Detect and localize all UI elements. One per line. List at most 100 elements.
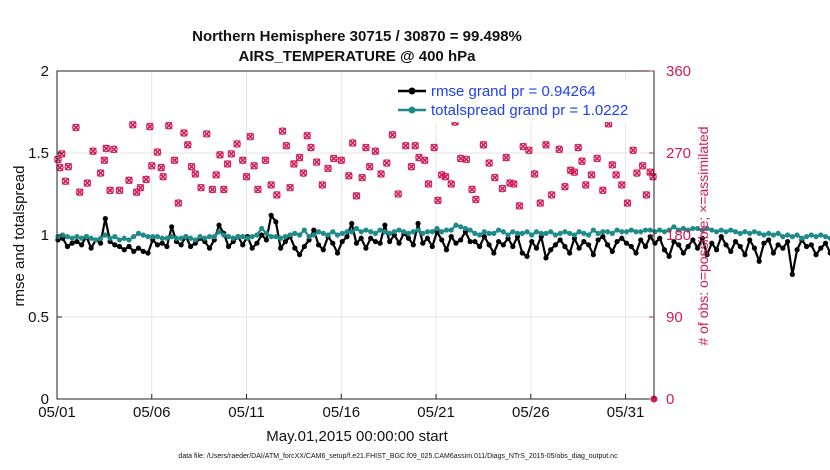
series-1-point-54 bbox=[311, 232, 317, 238]
series-1-point-78 bbox=[424, 229, 431, 235]
obs-possible-marker bbox=[219, 185, 228, 194]
obs-count-point-88 bbox=[472, 195, 480, 204]
obs-possible-marker bbox=[638, 161, 647, 170]
series-1-point-124 bbox=[642, 227, 649, 233]
series-0-point-159 bbox=[808, 242, 814, 248]
obs-count-point-44 bbox=[250, 161, 258, 170]
series-0-point-111 bbox=[581, 238, 587, 245]
series-0-point-77 bbox=[420, 240, 426, 246]
series-1-point-82 bbox=[443, 227, 450, 233]
y-right-tick-label-0: 0 bbox=[666, 391, 674, 408]
obs-count-point-123 bbox=[649, 172, 657, 181]
obs-possible-marker bbox=[227, 150, 236, 158]
series-1-point-49 bbox=[287, 232, 293, 238]
series-0-point-131 bbox=[676, 242, 682, 248]
series-1-point-147 bbox=[751, 229, 758, 235]
obs-count-point-47 bbox=[267, 181, 275, 189]
y-axis-left: 0 0.5 1 1.5 2 bbox=[28, 63, 62, 408]
series-1-point-145 bbox=[742, 229, 748, 235]
obs-possible-marker bbox=[437, 171, 446, 179]
series-1-point-120 bbox=[623, 229, 630, 235]
obs-count-point-45 bbox=[254, 185, 262, 194]
series-0-point-13 bbox=[116, 243, 123, 250]
series-0-point-127 bbox=[657, 235, 663, 241]
obs-assimilated-stroke-b bbox=[407, 162, 416, 171]
obs-possible-marker bbox=[278, 127, 287, 135]
series-1-point-44 bbox=[263, 230, 270, 236]
series-0-point-32 bbox=[206, 245, 213, 251]
series-1-point-74 bbox=[405, 230, 412, 236]
series-0-point-47 bbox=[278, 245, 284, 251]
obs-possible-marker bbox=[430, 143, 438, 152]
series-0-point-150 bbox=[766, 237, 772, 243]
obs-count-point-22 bbox=[153, 148, 162, 156]
series-0-point-48 bbox=[282, 238, 288, 245]
series-1-point-89 bbox=[477, 232, 483, 238]
series-0-point-89 bbox=[477, 243, 483, 250]
obs-assimilated-stroke-b bbox=[187, 162, 196, 171]
obs-assimilated-stroke-b bbox=[102, 144, 111, 153]
obs-assimilated-stroke-b bbox=[561, 182, 569, 191]
series-1-point-102 bbox=[538, 230, 544, 236]
obs-possible-marker bbox=[441, 172, 450, 181]
obs-count-point-83 bbox=[447, 180, 456, 188]
obs-assimilated-stroke-b bbox=[515, 202, 524, 210]
obs-assimilated-stroke-b bbox=[299, 169, 308, 177]
series-1-point-32 bbox=[206, 234, 213, 240]
series-1-point-69 bbox=[382, 229, 388, 235]
obs-possible-marker bbox=[411, 141, 420, 150]
obs-count-point-38 bbox=[223, 160, 232, 168]
obs-count-point-43 bbox=[246, 132, 255, 141]
obs-possible-marker bbox=[299, 169, 308, 177]
series-1-point-91 bbox=[486, 230, 492, 236]
obs-count-point-66 bbox=[362, 143, 370, 152]
obs-count-point-37 bbox=[219, 185, 228, 194]
obs-possible-marker bbox=[202, 130, 211, 138]
series-1-point-98 bbox=[519, 230, 525, 236]
obs-count-point-15 bbox=[125, 176, 133, 185]
obs-count-point-95 bbox=[509, 180, 518, 188]
obs-possible-marker bbox=[468, 185, 476, 194]
obs-possible-marker bbox=[617, 181, 626, 189]
series-1-point-35 bbox=[221, 232, 227, 238]
series-0-point-129 bbox=[666, 253, 672, 259]
obs-assimilated-stroke-b bbox=[434, 196, 442, 205]
series-1-point-134 bbox=[690, 225, 696, 232]
obs-count-point-21 bbox=[147, 161, 156, 170]
obs-count-point-41 bbox=[238, 156, 247, 165]
obs-count-point-68 bbox=[371, 147, 380, 155]
obs-assimilated-stroke-b bbox=[286, 183, 294, 192]
series-1-point-142 bbox=[728, 227, 734, 233]
series-1-point-131 bbox=[676, 227, 682, 233]
obs-count-point-12 bbox=[106, 186, 114, 195]
obs-count-point-110 bbox=[587, 171, 596, 179]
obs-possible-marker bbox=[581, 181, 590, 189]
series-1-point-153 bbox=[780, 234, 786, 240]
obs-possible-marker bbox=[608, 161, 617, 169]
obs-count-point-35 bbox=[212, 171, 221, 179]
series-1-point-148 bbox=[756, 230, 762, 236]
series-0-point-59 bbox=[334, 250, 341, 256]
obs-count-point-2 bbox=[57, 150, 66, 158]
series-1-point-4 bbox=[74, 234, 80, 240]
obs-count-point-119 bbox=[633, 169, 641, 177]
obs-count-point-4 bbox=[64, 162, 73, 171]
series-1-point-17 bbox=[135, 230, 142, 236]
obs-assimilated-stroke-b bbox=[242, 172, 251, 181]
obs-count-point-29 bbox=[183, 141, 192, 149]
obs-count-point-20 bbox=[146, 122, 154, 131]
series-1-point-112 bbox=[586, 232, 592, 238]
series-0-point-78 bbox=[424, 235, 431, 241]
obs-assimilated-stroke-b bbox=[365, 162, 374, 171]
obs-count-point-116 bbox=[617, 181, 626, 189]
obs-assimilated-stroke-b bbox=[612, 171, 620, 179]
obs-count-point-53 bbox=[295, 153, 304, 162]
obs-assimilated-stroke-b bbox=[329, 154, 338, 163]
obs-count-point-85 bbox=[456, 154, 465, 163]
series-0-point-99 bbox=[524, 253, 530, 259]
series-1-point-83 bbox=[448, 227, 454, 233]
obs-assimilated-stroke-b bbox=[646, 168, 654, 176]
obs-count-point-56 bbox=[307, 143, 315, 152]
series-0-point-158 bbox=[803, 243, 810, 250]
obs-count-point-60 bbox=[329, 154, 338, 163]
